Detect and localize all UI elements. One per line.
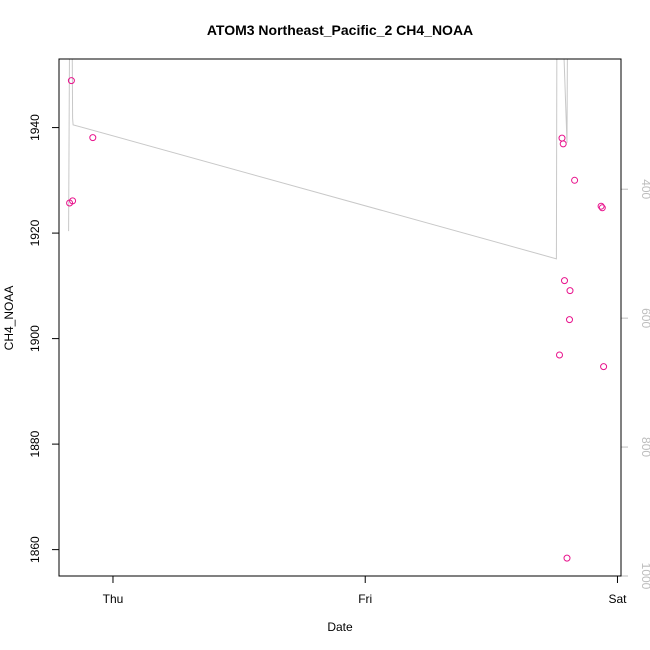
y-tick-label: 1900 [28,325,42,352]
x-tick-label: Sat [608,592,627,606]
y2-tick-label: 1000 [639,563,650,590]
data-point [600,363,608,371]
y-tick-label: 1880 [28,430,42,457]
data-point [69,197,77,205]
y-tick-label: 1920 [28,219,42,246]
data-point [597,202,605,210]
data-point [67,77,75,85]
series-line [68,59,568,260]
y2-tick-label: 400 [639,179,650,199]
data-point [566,316,573,324]
data-point [598,204,606,212]
x-tick-label: Thu [103,592,124,606]
y2-tick-label: 600 [639,308,650,328]
y-axis-label: CH4_NOAA [2,286,16,351]
plot-frame [58,58,622,577]
data-point [556,351,563,359]
x-tick-label: Fri [358,592,372,606]
data-point [561,277,568,285]
plot-line-layer [68,59,568,260]
data-point [563,554,571,562]
data-point [566,287,574,295]
chart-title: ATOM3 Northeast_Pacific_2 CH4_NOAA [207,22,473,38]
data-point [571,176,579,184]
y-tick-label: 1940 [28,114,42,141]
data-point [558,134,566,142]
plot-point-layer [66,77,608,562]
data-point [559,140,567,148]
y-tick-label: 1860 [28,536,42,563]
x-axis-label: Date [327,620,353,634]
y2-tick-label: 800 [639,437,650,457]
data-point [89,134,97,142]
